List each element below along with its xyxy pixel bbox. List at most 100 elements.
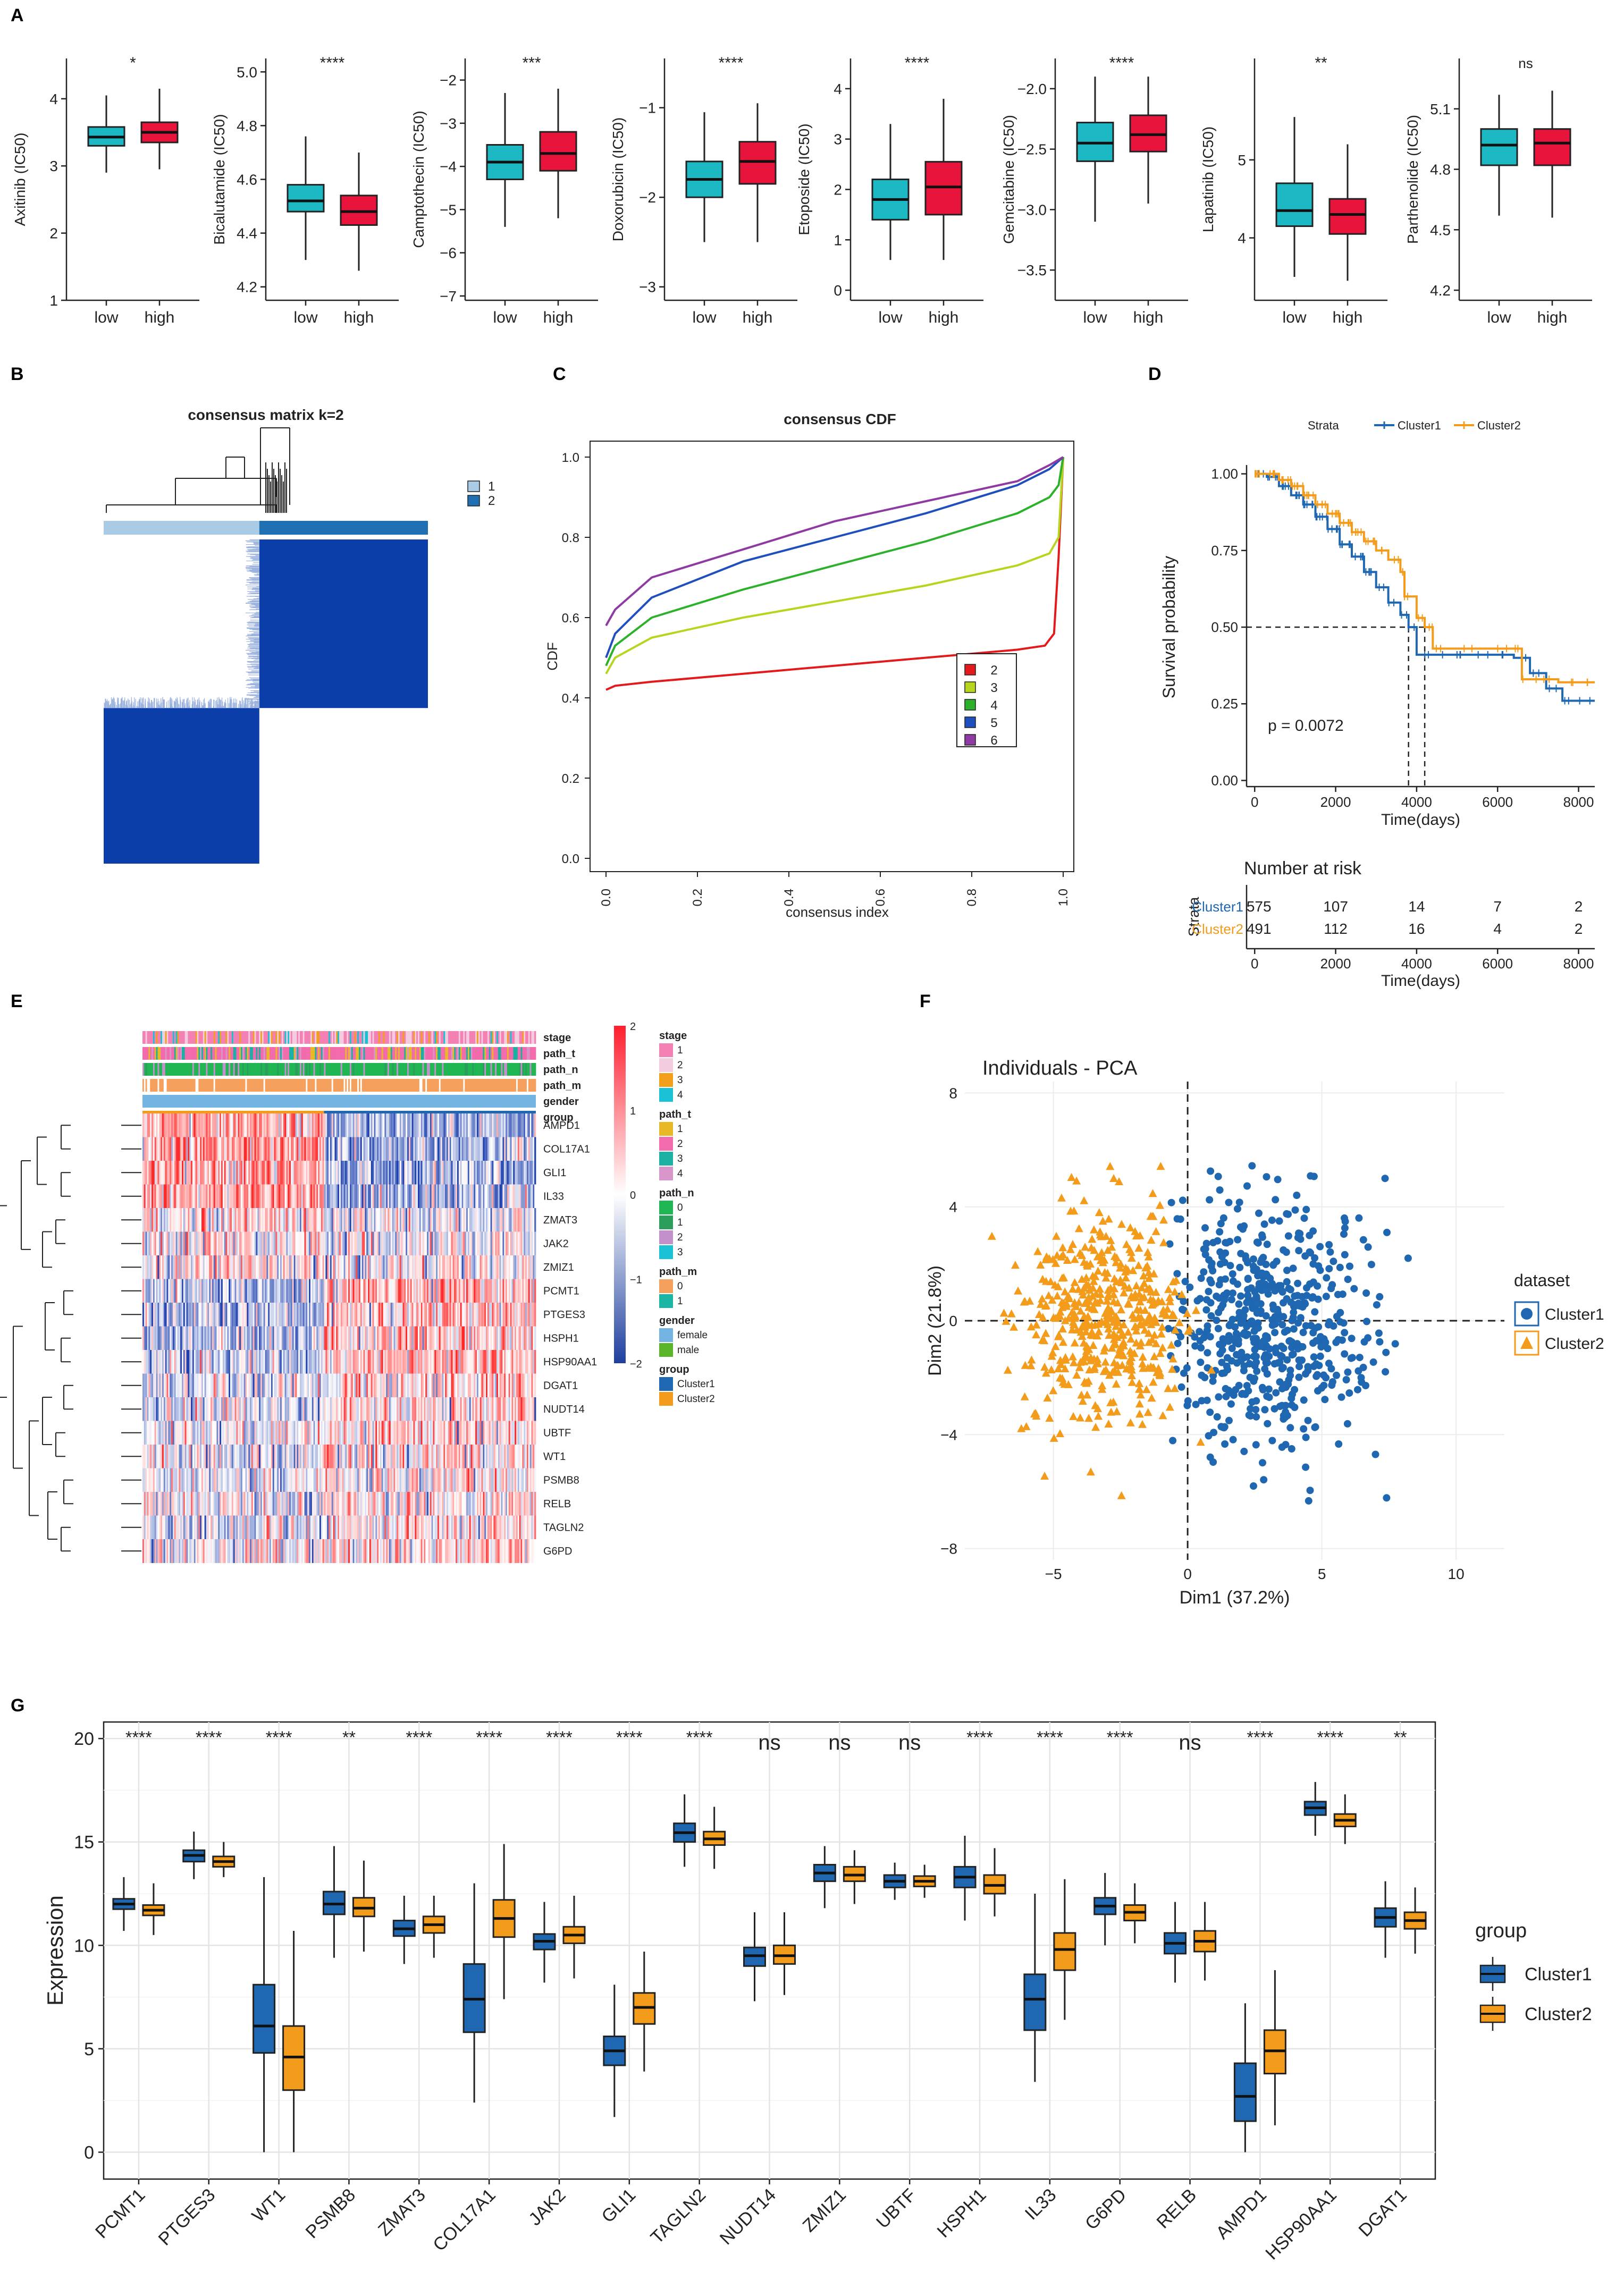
heatmap-cell [481, 1137, 483, 1161]
annotation-cell [354, 1031, 356, 1044]
heatmap-cell [383, 1303, 385, 1327]
annotation-cell [204, 1031, 206, 1044]
annotation-cell [148, 1031, 150, 1044]
heatmap-cell [211, 1137, 213, 1161]
heatmap-cell [517, 1184, 520, 1209]
heatmap-cell [170, 1326, 172, 1350]
heatmap-cell [343, 1161, 346, 1185]
heatmap-cell [381, 1279, 383, 1303]
annotation-cell [171, 1063, 173, 1076]
heatmap-cell [520, 1231, 523, 1256]
heatmap-cell [338, 1113, 340, 1137]
annotation-cell [402, 1063, 405, 1076]
heatmap-cell [229, 1231, 231, 1256]
annotation-cell [191, 1031, 193, 1044]
y-tick-label: 1.0 [562, 451, 579, 465]
heatmap-cell [206, 1113, 208, 1137]
heatmap-cell [460, 1137, 462, 1161]
heatmap-cell [289, 1161, 291, 1185]
heatmap-cell [162, 1137, 164, 1161]
annotation-cell [351, 1047, 354, 1060]
heatmap-cell [529, 1255, 532, 1279]
annotation-cell [477, 1063, 479, 1076]
censor-marks-cluster2 [1255, 470, 1588, 686]
heatmap-cell [501, 1184, 503, 1209]
heatmap-cell [495, 1231, 497, 1256]
heatmap-cell [180, 1279, 182, 1303]
annotation-cell [150, 1047, 152, 1060]
annotation-cell [342, 1079, 344, 1092]
heatmap-cell [531, 1255, 533, 1279]
heatmap-cell [461, 1279, 464, 1303]
heatmap-cell [200, 1208, 202, 1232]
heatmap-cell [250, 1184, 252, 1209]
annotation-cell [365, 1063, 367, 1076]
heatmap-cell [365, 1326, 367, 1350]
heatmap-cell [415, 1208, 417, 1232]
annotation-cell [437, 1063, 440, 1076]
heatmap-cell [489, 1231, 491, 1256]
heatmap-cell [402, 1137, 405, 1161]
annotation-cell [142, 1047, 145, 1060]
annotation-cell [439, 1079, 441, 1092]
annotation-cell [408, 1047, 411, 1060]
heatmap-cell [204, 1184, 206, 1209]
annotation-cell [206, 1063, 208, 1076]
heatmap-cell [324, 1303, 326, 1327]
annotation-cell [209, 1063, 211, 1076]
heatmap-cell [357, 1231, 359, 1256]
y-tick-label: 3 [49, 158, 58, 174]
heatmap-cell [227, 1208, 229, 1232]
annotation-cell [466, 1031, 468, 1044]
heatmap-cell [407, 1326, 409, 1350]
y-tick-label: 1 [49, 292, 58, 309]
heatmap-cell [431, 1231, 433, 1256]
annotation-cell [356, 1031, 358, 1044]
heatmap-cell [447, 1326, 449, 1350]
annotation-cell [275, 1047, 277, 1060]
heatmap-cell [507, 1184, 509, 1209]
heatmap-cell [211, 1184, 213, 1209]
annotation-cell [201, 1031, 204, 1044]
heatmap-cell [445, 1279, 447, 1303]
annotation-cell [508, 1079, 511, 1092]
heatmap-cell [204, 1161, 206, 1185]
heatmap-cell [452, 1137, 455, 1161]
heatmap-cell [395, 1303, 397, 1327]
heatmap-cell [306, 1231, 308, 1256]
annotation-cell [189, 1063, 191, 1076]
heatmap-cell [434, 1137, 436, 1161]
annotation-cell [389, 1063, 391, 1076]
annotation-cell [198, 1047, 200, 1060]
annotation-cell [279, 1063, 281, 1076]
annotation-cell [447, 1079, 449, 1092]
heatmap-cell [262, 1279, 264, 1303]
heatmap-cell [215, 1184, 217, 1209]
heatmap-cell [312, 1161, 314, 1185]
heatmap-cell [270, 1137, 272, 1161]
heatmap-cell [230, 1137, 232, 1161]
heatmap-cell [279, 1161, 281, 1185]
heatmap-cell [184, 1255, 187, 1279]
heatmap-cell [489, 1326, 491, 1350]
annotation-cell [225, 1079, 228, 1092]
heatmap-cell [502, 1184, 504, 1209]
heatmap-cell [283, 1350, 285, 1374]
matrix-block-1 [104, 708, 259, 864]
heatmap-cell [211, 1161, 213, 1185]
heatmap-cell [260, 1303, 263, 1327]
heatmap-cell [339, 1326, 341, 1350]
annotation-cell [284, 1079, 287, 1092]
heatmap-cell [300, 1208, 302, 1232]
heatmap-cell [529, 1279, 532, 1303]
annotation-cell [483, 1047, 485, 1060]
heatmap-cell [330, 1161, 332, 1185]
heatmap-cell [345, 1161, 347, 1185]
heatmap-cell [477, 1326, 479, 1350]
heatmap-cell [443, 1303, 445, 1327]
heatmap-cell [300, 1279, 302, 1303]
heatmap-cell [324, 1137, 326, 1161]
heatmap-cell [479, 1208, 482, 1232]
